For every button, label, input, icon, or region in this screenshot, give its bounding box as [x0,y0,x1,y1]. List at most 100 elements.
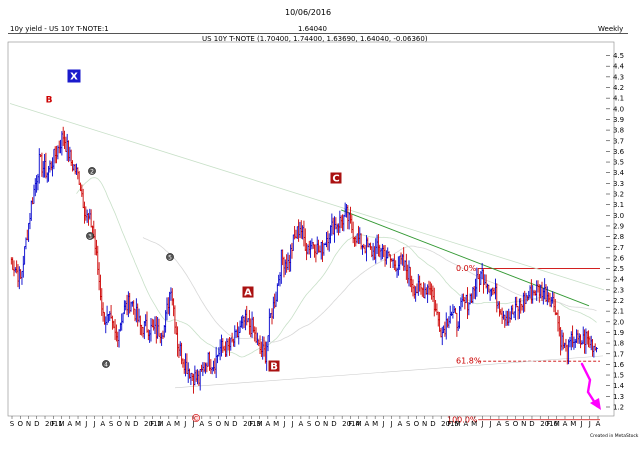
x-tick-label: N [125,420,130,428]
x-tick-label: A [497,420,502,428]
x-tick-label: O [216,420,222,428]
chart-date: 10/06/2016 [285,8,332,17]
x-tick-label: F [546,420,550,428]
price-bars-layer [10,126,598,394]
header-divider [8,33,628,34]
y-tick-label: 3.8 [613,127,624,135]
y-tick-label: 1.6 [613,361,625,369]
y-tick-label: 3.4 [613,169,625,177]
wave-badge-label: X [70,72,78,83]
x-tick-label: A [365,420,370,428]
x-tick-label: M [58,420,64,428]
x-tick-label: F [249,420,253,428]
x-tick-label: 2011 [45,420,63,428]
y-tick-label: 4.1 [613,95,624,103]
x-tick-label: F [51,420,55,428]
y-tick-label: 3.6 [613,148,625,156]
x-tick-label: 2015 [441,420,459,428]
x-tick-label: J [588,420,591,428]
x-tick-label: M [554,420,560,428]
wave-badge-box [330,172,342,184]
x-tick-label: S [406,420,411,428]
wave-circle [166,253,174,261]
x-tick-label: M [158,420,164,428]
y-tick-label: 2.6 [613,254,625,262]
x-tick-label: J [579,420,582,428]
wave-circle [102,360,110,368]
y-tick-label: 1.3 [613,393,624,401]
y-axis: 4.5 4.4 4.3 4.2 4.1 4.0 3.9 3.8 3.7 3.6 3.5 3.4 3.3 3… [606,52,625,412]
wave-circle [86,232,94,240]
x-tick-label: O [315,420,321,428]
wave-circle-label: 5 [168,254,172,261]
credit-text: Created in MetaStock [590,434,639,439]
wave-badge-label: C [332,174,339,185]
last-price: 1.64040 [298,25,327,33]
y-tick-label: 3.5 [613,159,624,167]
y-tick-label: 1.9 [613,329,624,337]
x-tick-label: O [513,420,519,428]
wave-badge-label: A [244,288,252,299]
x-tick-label: A [199,420,204,428]
x-tick-label: D [34,420,39,428]
x-tick-label: M [372,420,378,428]
x-tick-label: N [26,420,31,428]
x-tick-label: A [265,420,270,428]
moving-average-layer [76,177,597,358]
x-tick-label: M [356,420,362,428]
y-tick-label: 1.5 [613,372,624,380]
chart-title: US 10Y T-NOTE (1.70400, 1.74400, 1.63690… [202,35,428,43]
y-tick-label: 4.0 [613,105,624,113]
projection-arrow-head [590,398,601,410]
y-tick-label: 3.7 [613,137,624,145]
y-tick-label: 1.8 [613,340,624,348]
x-tick-label: O [414,420,420,428]
y-tick-label: 2.4 [613,276,625,284]
wave-circle-label: C [194,415,198,422]
fib-level-label: 100.0% [447,415,478,424]
wave-badge-box [67,69,81,83]
wave-badge-box [268,360,280,372]
y-tick-label: 2.7 [613,244,624,252]
x-tick-label: A [464,420,469,428]
x-tick-label: J [183,420,186,428]
y-tick-label: 4.3 [613,73,624,81]
wave-circle-label: 2 [90,168,94,175]
y-tick-label: 2.9 [613,222,624,230]
x-tick-label: F [447,420,451,428]
x-tick-label: J [192,420,195,428]
symbol-label: 10y yield - US 10Y T-NOTE:1 [10,25,109,33]
y-tick-label: 3.1 [613,201,624,209]
x-tick-label: M [75,420,81,428]
x-tick-label: M [273,420,279,428]
y-tick-label: 3.3 [613,180,624,188]
y-tick-label: 4.5 [613,52,624,60]
x-tick-label: A [298,420,303,428]
y-tick-label: 3.2 [613,191,624,199]
x-tick-label: J [282,420,285,428]
x-tick-label: F [348,420,352,428]
x-tick-label: S [505,420,510,428]
x-tick-label: A [398,420,403,428]
x-tick-label: J [381,420,384,428]
x-tick-label: J [92,420,95,428]
x-tick-label: M [257,420,263,428]
y-tick-label: 2.1 [613,308,624,316]
wave-badge-label: B [270,362,278,373]
x-tick-label: D [529,420,534,428]
projection-arrow [580,362,599,408]
x-tick-label: M [570,420,576,428]
x-tick-label: N [323,420,328,428]
x-tick-label: S [10,420,15,428]
x-tick-label: A [100,420,105,428]
x-tick-label: M [471,420,477,428]
wave-circle-label: 3 [88,233,92,240]
y-tick-label: 1.4 [613,382,625,390]
wave-circle [88,167,96,175]
y-tick-label: 1.7 [613,350,624,358]
y-tick-label: 2.2 [613,297,624,305]
x-tick-label: S [109,420,114,428]
x-tick-label: F [150,420,154,428]
